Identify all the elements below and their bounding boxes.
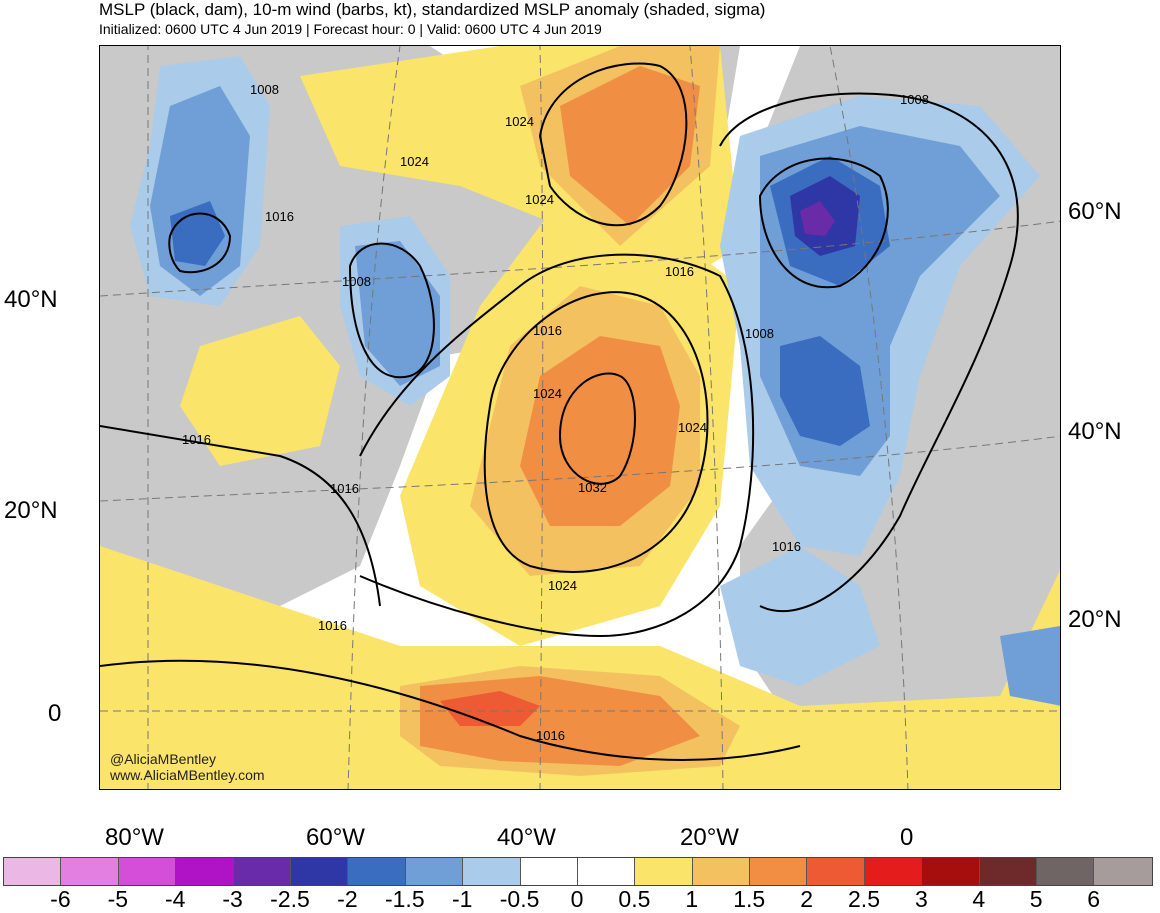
colorbar-swatch	[4, 858, 62, 885]
colorbar-label: -2	[337, 886, 358, 912]
colorbar-swatch	[577, 858, 636, 885]
isobar-label: 1016	[772, 539, 801, 554]
colorbar-swatch	[1037, 858, 1095, 885]
lat-label-right: 40°N	[1068, 418, 1122, 445]
isobar-1008-low-east	[758, 157, 889, 289]
lon-label: 0	[900, 824, 914, 851]
isobar-label: 1008	[900, 92, 929, 107]
isobar-1016-east	[719, 92, 1019, 613]
lon-label: 60°W	[306, 824, 365, 851]
anomaly-25-tropics	[440, 691, 540, 726]
colorbar-label: 1	[685, 886, 699, 912]
isobar-1032	[558, 372, 636, 485]
colorbar-swatch	[922, 858, 980, 885]
isobar-label: 1016	[330, 481, 359, 496]
colorbar-label: 6	[1087, 886, 1100, 912]
colorbar-label: -5	[107, 886, 129, 912]
isobar-label: 1024	[400, 154, 429, 169]
colorbar-label: -4	[164, 886, 186, 912]
colorbar-label: -1.5	[384, 886, 425, 912]
lon-label: 40°W	[497, 824, 556, 851]
colorbar-swatch	[405, 858, 464, 885]
map-panel: 1008 1024 1024 1024 1016 1008 1016 1016 …	[99, 45, 1061, 790]
graticule	[100, 46, 1060, 789]
isobar-1016-west	[100, 425, 381, 607]
anomaly-2-iberia	[780, 336, 870, 446]
isobar-label: 1008	[342, 274, 371, 289]
credit-handle: @AliciaMBentley	[110, 751, 217, 767]
anomaly-positive-tropics	[100, 546, 1060, 789]
map-subtitle: Initialized: 0600 UTC 4 Jun 2019 | Forec…	[99, 21, 602, 37]
isobar-1024-atlantic	[483, 291, 709, 573]
isobar-label: 1008	[250, 82, 279, 97]
isobar-label: 1016	[265, 209, 294, 224]
anomaly-negative-northafrica	[720, 546, 880, 686]
isobar-label: 1024	[505, 114, 534, 129]
colorbar-swatch	[979, 858, 1038, 885]
isobars	[100, 62, 1019, 761]
colorbar-label: 2	[800, 886, 813, 912]
lon-label: 80°W	[105, 824, 164, 851]
isobar-label: 1032	[578, 480, 607, 495]
isobar-labels: 1008 1024 1024 1024 1016 1008 1016 1016 …	[182, 82, 929, 743]
colorbar-label: 4	[972, 886, 986, 912]
lat-label-left: 20°N	[4, 497, 58, 524]
colorbar-label: 0	[570, 886, 584, 912]
lon-label: 20°W	[680, 824, 739, 851]
title-block: MSLP (black, dam), 10-m wind (barbs, kt)…	[99, 0, 765, 38]
colorbar-swatch	[176, 858, 234, 885]
colorbar-swatch	[233, 858, 291, 885]
colorbar-label: 3	[914, 886, 928, 912]
colorbar-label: 5	[1029, 886, 1043, 912]
colorbar-swatch	[61, 858, 119, 885]
colorbar-label: 1.5	[733, 886, 766, 912]
credit-website: www.AliciaMBentley.com	[110, 767, 265, 783]
colorbar-label: -1	[451, 886, 473, 912]
isobar-label: 1016	[533, 323, 562, 338]
colorbar-label: -0.5	[499, 886, 540, 912]
colorbar-swatch	[864, 858, 923, 885]
colorbar-swatch	[520, 858, 578, 885]
isobar-1024-greenland	[538, 62, 688, 227]
colorbar-swatch	[348, 858, 406, 885]
colorbar-swatch	[807, 858, 865, 885]
lat-label-right: 60°N	[1068, 198, 1122, 225]
lat-label-right: 20°N	[1068, 606, 1122, 633]
colorbar-label: 0.5	[618, 886, 651, 912]
anomaly-colorbar	[3, 857, 1153, 886]
colorbar-swatch	[290, 858, 349, 885]
colorbar-label: -6	[50, 886, 71, 912]
map-canvas: 1008 1024 1024 1024 1016 1008 1016 1016 …	[100, 46, 1060, 789]
colorbar-swatch	[463, 858, 521, 885]
isobar-1016-tropics	[100, 659, 801, 761]
colorbar-label: -3	[222, 886, 243, 912]
lat-label-left: 40°N	[4, 286, 58, 313]
isobar-label: 1024	[525, 192, 554, 207]
anomaly-3-eastern-atlantic	[800, 201, 835, 236]
isobar-label: 1024	[678, 420, 707, 435]
isobar-label: 1008	[745, 326, 774, 341]
isobar-label: 1016	[665, 264, 694, 279]
map-title: MSLP (black, dam), 10-m wind (barbs, kt)…	[99, 0, 766, 19]
isobar-label: 1024	[533, 386, 562, 401]
isobar-label: 1016	[182, 432, 211, 447]
colorbar-label: 2.5	[848, 886, 880, 912]
isobar-1008-low-west	[348, 242, 435, 379]
anomaly-15-newfoundland	[355, 241, 440, 386]
colorbar-swatch	[118, 858, 177, 885]
anomaly-2-greenland	[560, 66, 700, 226]
colorbar-swatch	[1094, 858, 1152, 885]
anomaly-positive-canada	[180, 316, 340, 466]
isobar-1016-atlantic	[359, 253, 755, 638]
lat-label-left: 0	[48, 700, 62, 727]
isobar-label: 1016	[536, 728, 565, 743]
colorbar-label: -2.5	[270, 886, 310, 912]
colorbar-swatch	[750, 858, 808, 885]
anomaly-negative-mideast	[1000, 626, 1060, 706]
isobar-label: 1016	[318, 618, 347, 633]
isobar-1008-labrador	[168, 212, 232, 274]
colorbar-swatch	[692, 858, 751, 885]
isobar-label: 1024	[548, 578, 577, 593]
colorbar-swatch	[635, 858, 693, 885]
